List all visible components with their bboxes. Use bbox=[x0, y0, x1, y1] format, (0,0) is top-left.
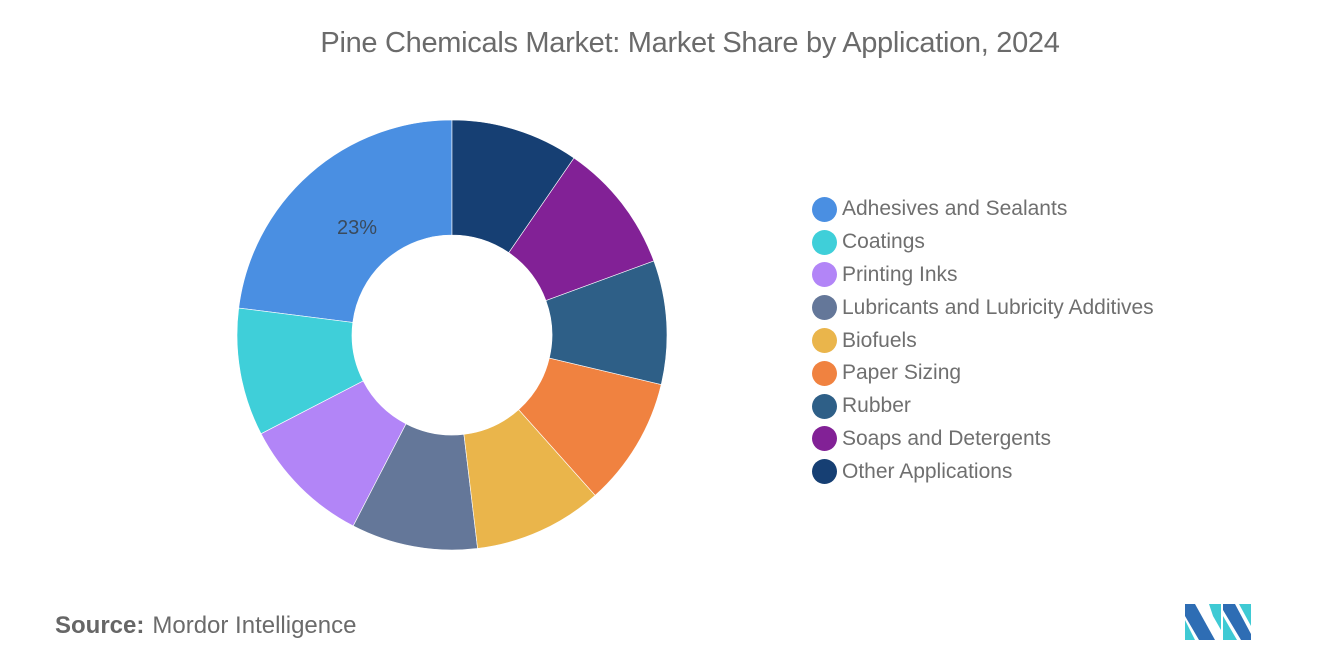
legend-item-biofuels: Biofuels bbox=[812, 324, 1154, 357]
slice-data-label: 23% bbox=[337, 217, 377, 239]
legend-item-adhesives-and-sealants: Adhesives and Sealants bbox=[812, 193, 1154, 226]
donut-slice bbox=[451, 119, 575, 254]
legend-item-printing-inks: Printing Inks bbox=[812, 259, 1154, 292]
legend-item-rubber: Rubber bbox=[812, 390, 1154, 423]
legend-item-coatings: Coatings bbox=[812, 226, 1154, 259]
legend-swatch-icon bbox=[812, 426, 837, 452]
legend-item-other-applications: Other Applications bbox=[812, 455, 1154, 488]
legend-swatch-icon bbox=[812, 328, 837, 354]
donut-slices bbox=[236, 119, 668, 551]
legend-item-paper-sizing: Paper Sizing bbox=[812, 357, 1154, 390]
legend-item-lubricants: Lubricants and Lubricity Additives bbox=[812, 291, 1154, 324]
legend-swatch-icon bbox=[812, 360, 837, 386]
source-value: Mordor Intelligence bbox=[152, 612, 357, 639]
mordor-intelligence-logo-icon bbox=[1185, 604, 1251, 640]
chart-title: Pine Chemicals Market: Market Share by A… bbox=[320, 27, 1060, 59]
legend-swatch-icon bbox=[812, 262, 837, 288]
legend-swatch-icon bbox=[812, 459, 837, 485]
legend-swatch-icon bbox=[812, 196, 837, 222]
legend-swatch-icon bbox=[812, 295, 837, 321]
legend-swatch-icon bbox=[812, 229, 837, 255]
source-note: Source: Mordor Intelligence bbox=[55, 612, 356, 640]
legend-swatch-icon bbox=[812, 393, 837, 419]
source-label: Source: bbox=[55, 612, 145, 639]
donut-slice bbox=[238, 119, 453, 323]
legend-item-soaps-and-detergents: Soaps and Detergents bbox=[812, 423, 1154, 456]
chart-legend: Adhesives and Sealants Coatings Printing… bbox=[812, 193, 1154, 488]
